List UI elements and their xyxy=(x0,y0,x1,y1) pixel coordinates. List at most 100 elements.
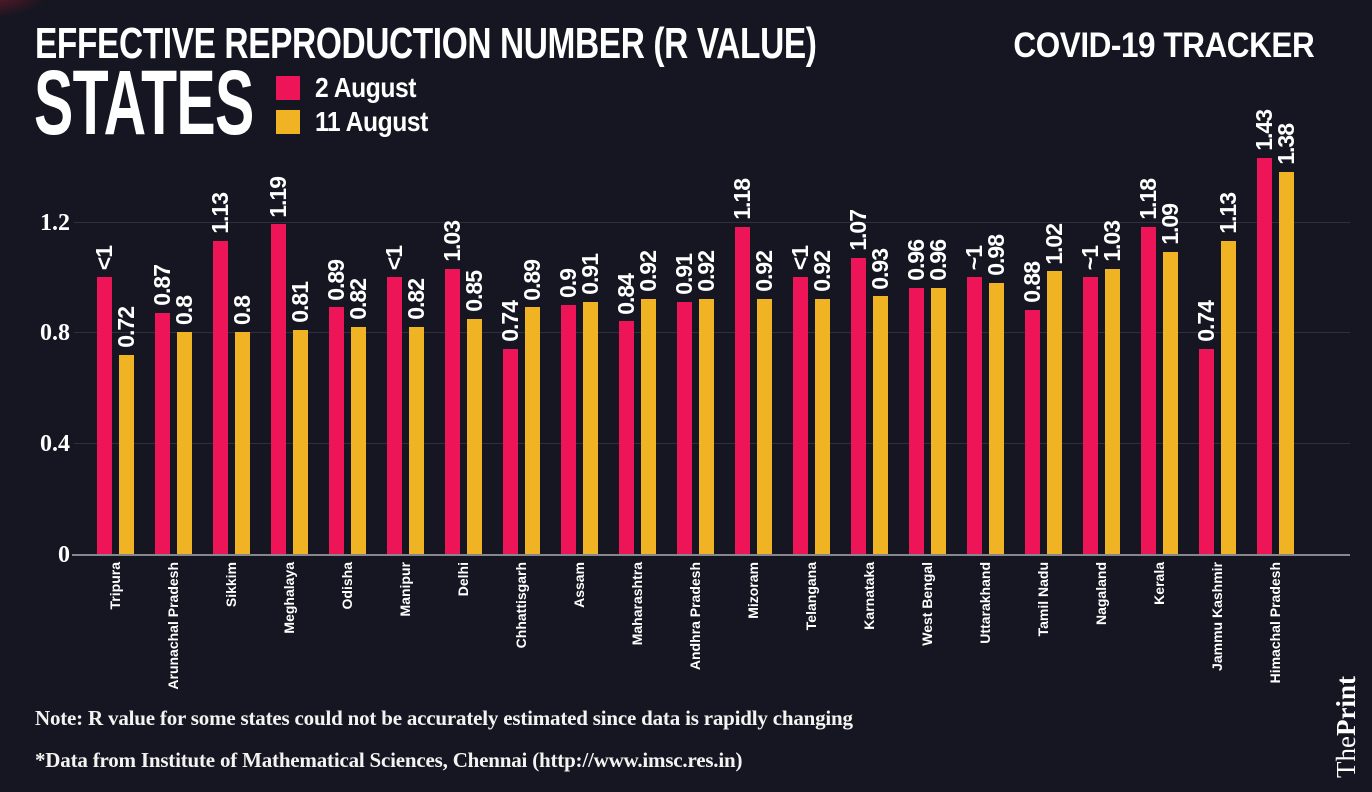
bar-11-august xyxy=(699,299,715,554)
bar-11-august xyxy=(351,326,367,554)
bar-group: 0.91 0.92 xyxy=(671,251,719,554)
bar-value-label: 0.74 xyxy=(1193,301,1219,343)
bar-2-august xyxy=(618,321,634,554)
bar-group: 0.96 0.96 xyxy=(903,240,951,554)
x-label-cell: Karnataka xyxy=(849,562,890,727)
bar-2-august xyxy=(386,277,402,554)
state-label: Sikkim xyxy=(222,562,239,608)
bar-column: 1.13 xyxy=(207,193,233,554)
bar-chart: 0 0.4 0.8 1.2 <1 0.72 0.87 0.8 1.13 0.8 1.19 0.81 0… xyxy=(40,110,1350,690)
bar-column: <1 xyxy=(381,246,407,554)
bar-2-august xyxy=(444,268,460,554)
bar-2-august xyxy=(850,257,866,554)
state-label: West Bengal xyxy=(918,562,935,646)
bar-11-august xyxy=(1105,268,1121,554)
bar-column: 0.91 xyxy=(671,254,697,554)
theprint-logo: ThePrint xyxy=(1331,676,1361,778)
x-label-cell: Nagaland xyxy=(1081,562,1122,727)
bar-column: 0.9 xyxy=(555,269,581,554)
bar-column: 0.8 xyxy=(229,296,255,554)
state-label: Tamil Nadu xyxy=(1034,562,1051,637)
bar-2-august xyxy=(734,227,750,554)
legend-item-11-august: 11 August xyxy=(276,108,443,136)
bar-group: 0.84 0.92 xyxy=(613,251,662,554)
bar-11-august xyxy=(409,326,425,554)
bar-value-label: 0.96 xyxy=(903,240,929,282)
bar-2-august xyxy=(96,277,112,554)
bar-value-label: 0.84 xyxy=(613,273,639,315)
x-label-cell: Delhi xyxy=(443,562,484,727)
note-text: Note: R value for some states could not … xyxy=(35,706,853,730)
bar-group: 1.43 1.38 xyxy=(1251,110,1300,554)
bar-11-august xyxy=(119,354,135,554)
bar-column: 0.92 xyxy=(809,251,835,554)
state-label: Andhra Pradesh xyxy=(686,562,703,671)
bar-column: 0.82 xyxy=(403,279,430,554)
bar-value-label: 1.02 xyxy=(1041,223,1068,265)
bar-2-august xyxy=(502,349,518,554)
bar-2-august xyxy=(908,288,924,554)
state-label: Maharashtra xyxy=(628,562,645,646)
bar-column: 0.92 xyxy=(693,251,719,554)
tracker-label: COVID-19 TRACKER xyxy=(1013,26,1314,65)
bar-value-label: 0.92 xyxy=(751,251,778,293)
bar-value-label: 1.09 xyxy=(1157,204,1184,246)
bar-column: 1.03 xyxy=(1099,221,1125,554)
bar-column: 0.92 xyxy=(751,251,778,554)
bar-11-august xyxy=(1221,241,1237,554)
x-label-cell: Sikkim xyxy=(211,562,252,727)
bar-2-august xyxy=(1082,277,1098,554)
bar-value-label: 1.38 xyxy=(1273,123,1300,165)
x-label-cell: Uttarakhand xyxy=(965,562,1006,727)
bar-11-august xyxy=(467,318,483,554)
bar-11-august xyxy=(583,301,599,554)
bar-column: 0.96 xyxy=(925,240,951,554)
bar-value-label: 0.82 xyxy=(345,279,372,320)
bar-column: 0.85 xyxy=(461,271,487,554)
bar-column: 0.92 xyxy=(635,251,662,554)
bar-11-august xyxy=(989,282,1005,554)
bar-value-label: 0.89 xyxy=(519,259,546,301)
bar-value-label: 0.92 xyxy=(635,251,662,293)
bar-column: 1.38 xyxy=(1273,123,1300,554)
bar-value-label: 0.89 xyxy=(323,259,349,301)
x-label-cell: Arunachal Pradesh xyxy=(153,562,194,727)
bar-11-august xyxy=(525,307,541,554)
bar-2-august xyxy=(1140,227,1156,554)
bar-value-label: 0.98 xyxy=(983,234,1010,276)
bar-value-label: 0.82 xyxy=(403,279,430,320)
legend-swatch-2-august-icon xyxy=(276,76,300,100)
bar-2-august xyxy=(676,301,692,554)
x-label-cell: Odisha xyxy=(327,562,368,727)
bar-group: 0.9 0.91 xyxy=(555,254,603,554)
bar-2-august xyxy=(212,241,228,554)
x-label-cell: Tamil Nadu xyxy=(1023,562,1064,727)
bar-column: 1.18 xyxy=(1135,179,1161,554)
bar-group: 1.18 0.92 xyxy=(729,179,778,554)
bar-column: 0.74 xyxy=(1193,301,1219,554)
bar-column: 0.89 xyxy=(519,259,546,554)
bar-column: 1.02 xyxy=(1041,223,1068,554)
bar-column: 0.93 xyxy=(867,249,893,554)
bar-2-august xyxy=(1024,310,1040,554)
y-tick-label: 1.2 xyxy=(40,209,70,236)
bar-value-label: <1 xyxy=(91,245,117,270)
state-label: Assam xyxy=(570,562,587,608)
bar-column: ~1 xyxy=(1077,245,1103,554)
bar-group: 0.89 0.82 xyxy=(323,259,372,554)
bar-value-label: ~1 xyxy=(1077,245,1103,270)
bar-column: 0.87 xyxy=(149,265,175,554)
bar-11-august xyxy=(815,299,831,554)
bar-group: <1 0.82 xyxy=(381,246,430,554)
x-label-cell: Himachal Pradesh xyxy=(1255,562,1296,727)
corner-smudge xyxy=(0,0,50,18)
bar-column: <1 xyxy=(787,246,813,554)
bar-group: <1 0.72 xyxy=(91,245,139,554)
state-label: Tripura xyxy=(106,562,123,610)
bar-value-label: 0.87 xyxy=(149,265,175,307)
bar-group: 1.19 0.81 xyxy=(265,177,313,554)
bar-column: 0.96 xyxy=(903,240,929,554)
bar-group: ~1 1.03 xyxy=(1077,221,1125,554)
bar-column: 0.89 xyxy=(323,259,349,554)
